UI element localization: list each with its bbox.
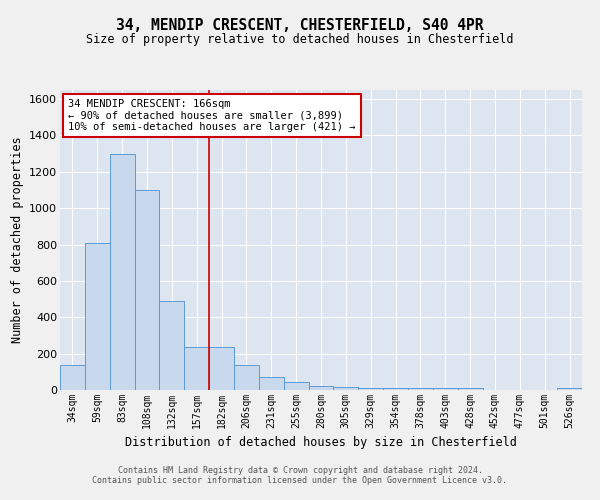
Bar — [209, 348, 234, 390]
Bar — [433, 388, 458, 390]
Bar — [358, 388, 383, 390]
Bar — [110, 154, 134, 390]
Bar — [60, 364, 85, 390]
Text: 34 MENDIP CRESCENT: 166sqm
← 90% of detached houses are smaller (3,899)
10% of s: 34 MENDIP CRESCENT: 166sqm ← 90% of deta… — [68, 99, 355, 132]
Text: Contains public sector information licensed under the Open Government Licence v3: Contains public sector information licen… — [92, 476, 508, 485]
X-axis label: Distribution of detached houses by size in Chesterfield: Distribution of detached houses by size … — [125, 436, 517, 450]
Bar — [383, 388, 408, 390]
Bar — [308, 386, 334, 390]
Text: Contains HM Land Registry data © Crown copyright and database right 2024.: Contains HM Land Registry data © Crown c… — [118, 466, 482, 475]
Bar — [85, 242, 110, 390]
Bar — [160, 301, 184, 390]
Y-axis label: Number of detached properties: Number of detached properties — [11, 136, 23, 344]
Bar — [557, 388, 582, 390]
Text: 34, MENDIP CRESCENT, CHESTERFIELD, S40 4PR: 34, MENDIP CRESCENT, CHESTERFIELD, S40 4… — [116, 18, 484, 32]
Bar — [458, 388, 482, 390]
Bar — [259, 378, 284, 390]
Bar — [284, 382, 308, 390]
Bar — [184, 348, 209, 390]
Bar — [134, 190, 160, 390]
Bar — [334, 388, 358, 390]
Text: Size of property relative to detached houses in Chesterfield: Size of property relative to detached ho… — [86, 32, 514, 46]
Bar — [408, 388, 433, 390]
Bar — [234, 364, 259, 390]
